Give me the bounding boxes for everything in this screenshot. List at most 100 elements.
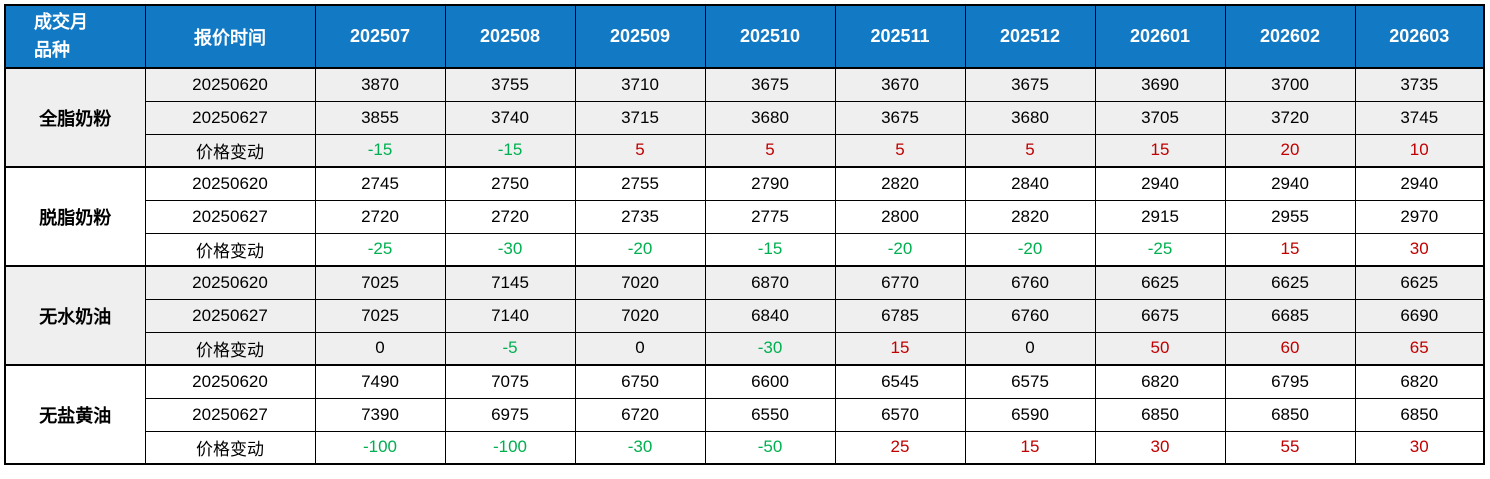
page: 成交月 品种 报价时间 202507 202508 202509 202510 2025…	[4, 4, 1485, 465]
change-value-cell: 55	[1224, 430, 1356, 465]
table-row: 20250627 7390 6975 6720 6550 6570 6590 6850 6850…	[5, 397, 1485, 432]
table-header: 成交月 品种 报价时间 202507 202508 202509 202510 2025…	[4, 4, 1485, 69]
product-name-cell: 全脂奶粉	[4, 67, 146, 168]
change-value-cell: -20	[964, 232, 1096, 267]
price-value-cell: 6625	[1224, 265, 1356, 300]
column-header-month: 202509	[574, 4, 706, 69]
change-value-cell: -15	[444, 133, 576, 168]
table-row: 价格变动 -15 -15 5 5 5 5 15 20 10	[5, 133, 1485, 168]
change-value-cell: 30	[1094, 430, 1226, 465]
price-value-cell: 7025	[314, 298, 446, 333]
price-value-cell: 7145	[444, 265, 576, 300]
price-value-cell: 6690	[1354, 298, 1485, 333]
change-value-cell: 15	[1094, 133, 1226, 168]
price-value-cell: 6575	[964, 364, 1096, 399]
table-body: 全脂奶粉 20250620 3870 3755 3710 3675 3670 3675 3690…	[4, 67, 1485, 465]
change-value-cell: 30	[1354, 430, 1485, 465]
corner-header-line1: 成交月	[34, 11, 88, 32]
price-value-cell: 3755	[444, 67, 576, 102]
price-value-cell: 3675	[704, 67, 836, 102]
change-value-cell: 5	[964, 133, 1096, 168]
price-value-cell: 6750	[574, 364, 706, 399]
price-value-cell: 7490	[314, 364, 446, 399]
table-row: 价格变动 -25 -30 -20 -15 -20 -20 -25 15 30	[5, 232, 1485, 267]
price-value-cell: 3680	[964, 100, 1096, 135]
price-value-cell: 6785	[834, 298, 966, 333]
change-value-cell: -30	[704, 331, 836, 366]
price-change-label-cell: 价格变动	[144, 133, 316, 168]
change-value-cell: 10	[1354, 133, 1485, 168]
price-value-cell: 6570	[834, 397, 966, 432]
price-value-cell: 2750	[444, 166, 576, 201]
column-header-month: 202603	[1354, 4, 1485, 69]
change-value-cell: 30	[1354, 232, 1485, 267]
table-row: 20250627 2720 2720 2735 2775 2800 2820 2915 2955…	[5, 199, 1485, 234]
change-value-cell: 65	[1354, 331, 1485, 366]
change-value-cell: -15	[704, 232, 836, 267]
change-value-cell: 15	[1224, 232, 1356, 267]
price-value-cell: 6850	[1094, 397, 1226, 432]
price-value-cell: 6795	[1224, 364, 1356, 399]
price-value-cell: 3740	[444, 100, 576, 135]
price-change-label-cell: 价格变动	[144, 331, 316, 366]
price-value-cell: 2745	[314, 166, 446, 201]
table-row: 20250627 7025 7140 7020 6840 6785 6760 6675 6685…	[5, 298, 1485, 333]
price-value-cell: 6675	[1094, 298, 1226, 333]
price-value-cell: 3855	[314, 100, 446, 135]
column-header-month: 202510	[704, 4, 836, 69]
header-row: 成交月 品种 报价时间 202507 202508 202509 202510 2025…	[4, 4, 1485, 69]
product-name-cell: 无水奶油	[4, 265, 146, 366]
price-value-cell: 3710	[574, 67, 706, 102]
column-header-month: 202507	[314, 4, 446, 69]
price-value-cell: 2735	[574, 199, 706, 234]
table-row: 全脂奶粉 20250620 3870 3755 3710 3675 3670 3675 3690…	[4, 67, 1485, 168]
change-value-cell: -100	[314, 430, 446, 465]
price-value-cell: 3745	[1354, 100, 1485, 135]
price-value-cell: 3675	[964, 67, 1096, 102]
price-value-cell: 7140	[444, 298, 576, 333]
change-value-cell: 15	[834, 331, 966, 366]
column-header-month: 202602	[1224, 4, 1356, 69]
dairy-price-table: 成交月 品种 报价时间 202507 202508 202509 202510 2025…	[4, 4, 1485, 465]
price-value-cell: 2940	[1094, 166, 1226, 201]
price-value-cell: 2940	[1354, 166, 1485, 201]
price-value-cell: 2840	[964, 166, 1096, 201]
table-row: 无盐黄油 20250620 7490 7075 6750 6600 6545 6575 6820…	[4, 364, 1485, 465]
change-value-cell: 0	[964, 331, 1096, 366]
corner-header-cell: 成交月 品种	[4, 4, 146, 69]
price-value-cell: 3680	[704, 100, 836, 135]
price-value-cell: 2940	[1224, 166, 1356, 201]
change-value-cell: -25	[314, 232, 446, 267]
price-value-cell: 6760	[964, 298, 1096, 333]
change-value-cell: -20	[574, 232, 706, 267]
column-header-month: 202512	[964, 4, 1096, 69]
table-row: 脱脂奶粉 20250620 2745 2750 2755 2790 2820 2840 2940…	[4, 166, 1485, 267]
column-header-month: 202511	[834, 4, 966, 69]
price-value-cell: 3715	[574, 100, 706, 135]
price-value-cell: 3670	[834, 67, 966, 102]
change-value-cell: 60	[1224, 331, 1356, 366]
change-value-cell: -15	[314, 133, 446, 168]
price-value-cell: 6850	[1224, 397, 1356, 432]
change-value-cell: 0	[314, 331, 446, 366]
price-value-cell: 2775	[704, 199, 836, 234]
quote-date-cell: 20250620	[144, 166, 316, 201]
change-value-cell: 5	[834, 133, 966, 168]
change-value-cell: 5	[574, 133, 706, 168]
price-change-label-cell: 价格变动	[144, 430, 316, 465]
price-value-cell: 2820	[834, 166, 966, 201]
change-value-cell: -25	[1094, 232, 1226, 267]
price-value-cell: 6820	[1354, 364, 1485, 399]
quote-date-cell: 20250627	[144, 298, 316, 333]
price-value-cell: 3705	[1094, 100, 1226, 135]
quote-date-cell: 20250627	[144, 397, 316, 432]
price-value-cell: 2720	[444, 199, 576, 234]
quote-date-cell: 20250627	[144, 199, 316, 234]
price-value-cell: 3735	[1354, 67, 1485, 102]
price-value-cell: 2720	[314, 199, 446, 234]
price-value-cell: 2800	[834, 199, 966, 234]
price-value-cell: 6770	[834, 265, 966, 300]
quote-time-header-cell: 报价时间	[144, 4, 316, 69]
price-value-cell: 7390	[314, 397, 446, 432]
column-header-month: 202601	[1094, 4, 1226, 69]
